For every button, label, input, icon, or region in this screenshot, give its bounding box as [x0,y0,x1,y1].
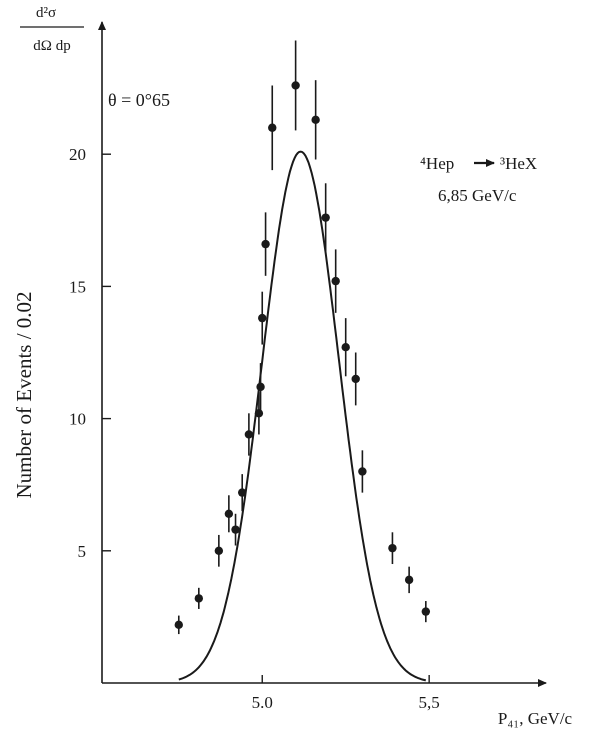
y-ticks: 5 10 15 20 [69,145,111,561]
beam-momentum-annotation: 6,85 GeV/c [438,186,517,205]
fit-curve [178,150,427,682]
reaction-final: ³HeX [500,154,537,173]
data-point-2 [214,546,224,555]
data-point-18 [358,467,367,476]
angle-annotation: θ = 0°65 [108,90,170,110]
reaction-initial: ⁴Hep [420,154,454,173]
data-point-12 [291,81,300,90]
y-tick-label-2: 15 [69,277,86,296]
data-point-13 [311,115,320,125]
x-tick-label-0: 5.0 [252,693,273,712]
reaction-annotation: ⁴Hep ³HeX [420,154,537,173]
data-point-6 [244,430,254,439]
y-axis-title: Number of Events / 0.02 [12,291,36,498]
data-points [174,40,431,635]
data-point-14 [321,213,330,222]
data-point-5 [238,488,247,497]
data-point-15 [331,276,340,286]
data-point-10 [261,239,270,249]
x-ticks: 5.0 5,5 [252,675,440,712]
data-point-20 [404,575,414,585]
x-tick-label-1: 5,5 [419,693,440,712]
y-tick-label-1: 10 [69,410,86,429]
data-point-8 [256,382,265,392]
data-point-7 [254,409,264,418]
x-axis-title: P₄₁, GeV/c [498,709,573,728]
data-point-17 [351,374,360,384]
data-point-16 [341,343,350,352]
data-point-1 [194,594,204,603]
data-point-11 [268,123,277,132]
data-point-4 [231,525,240,534]
data-point-0 [174,620,183,630]
data-point-21 [421,607,431,616]
data-point-3 [224,509,234,518]
data-point-9 [258,313,267,323]
y-tick-label-0: 5 [78,542,87,561]
y-tick-label-3: 20 [69,145,86,164]
ylabel-fraction-denominator: dΩ dp [33,38,70,54]
ylabel-fraction-numerator: d²σ [36,5,56,21]
data-point-19 [388,543,397,553]
